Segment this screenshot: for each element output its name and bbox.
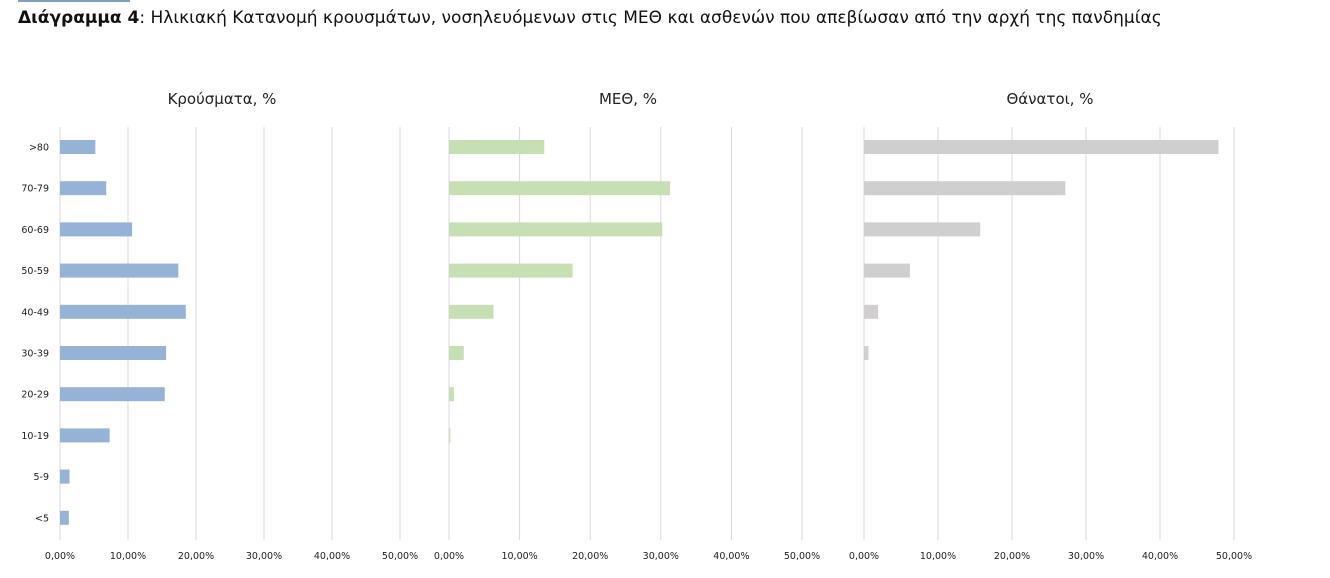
deaths-bar: [864, 263, 910, 278]
age-group-label: 20-29: [21, 390, 49, 401]
cases-bar: [60, 140, 96, 154]
cases-bar: [60, 346, 167, 360]
cases-bar: [60, 510, 69, 525]
icu-bar: [449, 263, 573, 278]
cases-x-tick-label: 0,00%: [45, 551, 75, 562]
cases-bar: [60, 387, 165, 402]
age-group-label: 50-59: [21, 266, 49, 277]
icu-x-tick-label: 10,00%: [501, 551, 537, 562]
cases-bar: [60, 222, 133, 237]
icu-bar: [449, 346, 464, 360]
deaths-bar: [864, 140, 1219, 154]
icu-x-tick-label: 40,00%: [713, 551, 749, 562]
icu-x-tick-label: 50,00%: [784, 551, 820, 562]
deaths-bar: [864, 304, 879, 319]
deaths-bar: [864, 222, 981, 237]
deaths-x-tick-label: 0,00%: [849, 551, 879, 562]
icu-bar: [449, 304, 494, 319]
deaths-bar: [864, 346, 869, 360]
deaths-x-tick-label: 40,00%: [1142, 551, 1178, 562]
age-group-label: >80: [29, 143, 49, 154]
age-group-label: 5-9: [33, 472, 49, 483]
caption-label: Διάγραμμα 4: [18, 8, 140, 28]
age-group-label: 40-49: [21, 307, 49, 318]
icu-x-tick-label: 20,00%: [572, 551, 608, 562]
cases-x-tick-label: 10,00%: [110, 551, 146, 562]
deaths-chart-title: Θάνατοι, %: [1006, 90, 1093, 108]
deaths-bar: [864, 181, 1066, 196]
age-group-label: 30-39: [21, 349, 49, 360]
caption-top-rule: [18, 0, 130, 2]
cases-bar: [60, 181, 107, 196]
cases-bar: [60, 263, 179, 278]
cases-x-tick-label: 20,00%: [178, 551, 214, 562]
deaths-x-tick-label: 20,00%: [994, 551, 1030, 562]
icu-chart-title: ΜΕΘ, %: [599, 90, 657, 108]
cases-x-tick-label: 50,00%: [382, 551, 418, 562]
icu-x-tick-label: 30,00%: [643, 551, 679, 562]
cases-x-tick-label: 40,00%: [314, 551, 350, 562]
age-group-label: 70-79: [21, 184, 49, 195]
icu-bar: [449, 428, 451, 443]
icu-x-tick-label: 0,00%: [434, 551, 464, 562]
cases-bar: [60, 428, 110, 443]
age-group-label: 10-19: [21, 431, 49, 442]
age-group-label: 60-69: [21, 225, 49, 236]
icu-bar: [449, 222, 663, 237]
cases-x-tick-label: 30,00%: [246, 551, 282, 562]
cases-bar: [60, 469, 70, 484]
icu-bar: [449, 140, 545, 154]
cases-bar: [60, 304, 186, 319]
caption-text: : Ηλικιακή Κατανομή κρουσμάτων, νοσηλευό…: [139, 8, 1162, 28]
cases-chart-title: Κρούσματα, %: [168, 90, 277, 108]
deaths-x-tick-label: 30,00%: [1068, 551, 1104, 562]
icu-bar: [449, 387, 454, 402]
icu-bar: [449, 181, 670, 196]
age-group-label: <5: [35, 513, 49, 524]
deaths-x-tick-label: 10,00%: [920, 551, 956, 562]
figure-caption: Διάγραμμα 4: Ηλικιακή Κατανομή κρουσμάτω…: [18, 8, 1162, 28]
deaths-x-tick-label: 50,00%: [1216, 551, 1252, 562]
